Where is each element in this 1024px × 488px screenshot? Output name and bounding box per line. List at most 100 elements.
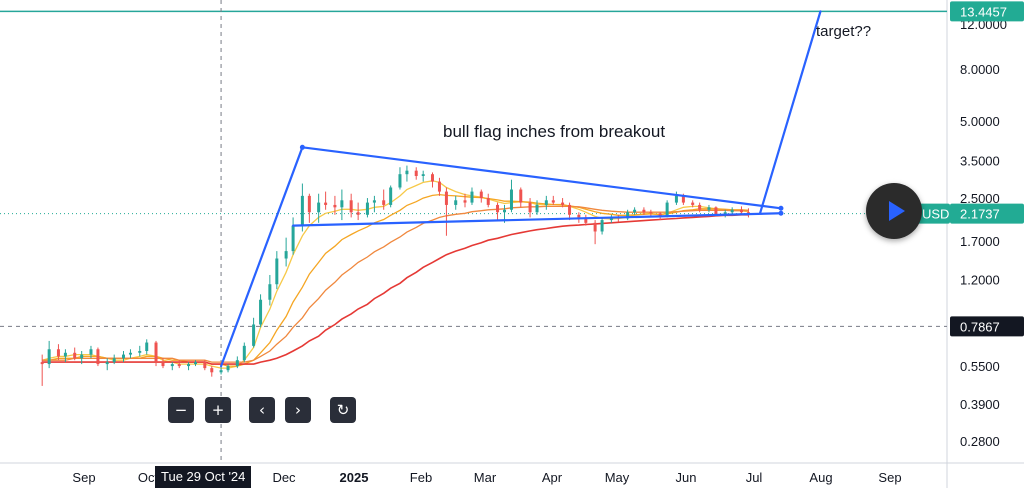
candle-body (674, 195, 678, 203)
y-tick-label: 0.5500 (960, 359, 1000, 374)
candle-body (430, 174, 434, 182)
candle-body (544, 200, 548, 205)
y-tick-label: 5.0000 (960, 114, 1000, 129)
trendline-flag-upper (301, 146, 783, 210)
candle-body (324, 202, 328, 205)
candle-body (600, 220, 604, 232)
candle-body (723, 212, 727, 215)
candle-body (609, 217, 613, 221)
candle-body (509, 189, 513, 210)
candle-body (463, 200, 467, 203)
zoom-out-button[interactable]: − (168, 397, 194, 423)
candle-body (284, 251, 288, 259)
reset-chart-button[interactable]: ↻ (330, 397, 356, 423)
candle-body (626, 212, 630, 219)
candle-body (398, 174, 402, 188)
scroll-right-button[interactable]: › (285, 397, 311, 423)
play-button[interactable] (866, 183, 922, 239)
candle-body (275, 258, 279, 285)
moving-average-line (42, 193, 749, 367)
candle-body (177, 364, 181, 367)
candle-body (56, 349, 60, 357)
zoom-in-button[interactable]: + (205, 397, 231, 423)
candle-body (372, 200, 376, 203)
symbol-suffix: USD (922, 207, 949, 222)
candle-body (138, 351, 142, 353)
candle-body (405, 170, 409, 175)
trendline-anchor (299, 144, 305, 150)
candle-body (300, 195, 304, 226)
candle-body (194, 362, 198, 365)
candle-body (730, 209, 734, 213)
candle-body (89, 349, 93, 355)
x-tick-label: Oct (138, 470, 159, 485)
crosshair-price-value: 0.7867 (960, 319, 1000, 334)
annotation-bull-flag: bull flag inches from breakout (443, 122, 665, 141)
y-tick-label: 8.0000 (960, 62, 1000, 77)
candle-body (496, 204, 500, 213)
target-price-badge (950, 1, 1024, 22)
candle-body (80, 354, 84, 359)
moving-average-line (42, 205, 749, 363)
annotation-target: target?? (816, 23, 871, 40)
candle-body (707, 207, 711, 210)
candle-body (121, 354, 125, 359)
candle-body (170, 364, 174, 367)
candle-body (503, 209, 507, 213)
candle-body (437, 181, 441, 192)
current-price-badge (950, 203, 1024, 224)
candle-body (568, 204, 572, 215)
candle-body (421, 174, 425, 176)
candle-body (73, 352, 77, 359)
moving-average-line (42, 214, 749, 365)
x-tick-label: Jul (746, 470, 763, 485)
candle-body (665, 202, 669, 217)
x-tick-label: 2025 (340, 470, 369, 485)
candle-body (642, 209, 646, 213)
candle-body (226, 366, 230, 371)
trendline-pole (219, 146, 304, 368)
candle-body (40, 362, 44, 365)
candle-body (486, 198, 490, 205)
candle-body (691, 202, 695, 205)
candle-body (454, 200, 458, 205)
candle-body (187, 364, 191, 367)
scroll-left-button[interactable]: ‹ (249, 397, 275, 423)
x-tick-label: Aug (809, 470, 832, 485)
candle-body (356, 212, 360, 215)
candle-body (470, 191, 474, 203)
crosshair-date-label: Tue 29 Oct '24 (155, 466, 252, 488)
current-price-value: 2.1737 (960, 207, 1000, 222)
x-tick-label: Feb (410, 470, 432, 485)
x-tick-label: Mar (474, 470, 497, 485)
candle-body (161, 362, 165, 367)
candle-body (649, 212, 653, 214)
candle-body (414, 170, 418, 176)
candle-body (235, 360, 239, 367)
candle-body (519, 189, 523, 203)
trendline-anchor (778, 210, 784, 216)
candle-body (561, 202, 565, 205)
candle-body (47, 349, 51, 365)
candle-body (739, 209, 743, 213)
candle-body (96, 349, 100, 365)
candle-body (145, 342, 149, 352)
trendline-anchor (778, 205, 784, 211)
y-tick-label: 0.2800 (960, 434, 1000, 449)
candle-body (268, 284, 272, 300)
x-tick-label: Sep (72, 470, 95, 485)
candle-body (535, 204, 539, 213)
candle-body (317, 202, 321, 213)
candle-body (577, 214, 581, 218)
candle-body (252, 324, 256, 346)
candle-body (63, 352, 67, 357)
x-tick-label: Dec (272, 470, 296, 485)
candle-body (242, 345, 246, 361)
candle-body (128, 352, 132, 355)
candle-body (698, 204, 702, 210)
candle-body (584, 217, 588, 223)
candle-body (307, 195, 311, 213)
candle-body (389, 187, 393, 205)
moving-average-line (42, 180, 749, 369)
candle-body (203, 362, 207, 369)
